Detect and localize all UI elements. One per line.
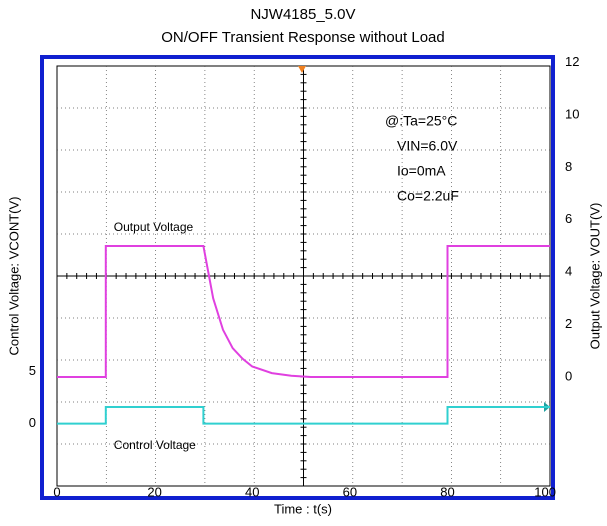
y2-tick-label: 2 (565, 316, 572, 331)
trigger-marker (298, 66, 306, 73)
x-tick-label: 20 (147, 484, 161, 499)
annotation: @:Ta=25°C (385, 113, 457, 129)
x-tick-label: 80 (440, 484, 454, 499)
series-label: Control Voltage (114, 438, 196, 452)
x-tick-label: 0 (53, 484, 60, 499)
y2-tick-label: 10 (565, 106, 579, 121)
y2-tick-label: 8 (565, 159, 572, 174)
chart-title: NJW4185_5.0V (250, 6, 355, 23)
x-tick-label: 40 (245, 484, 259, 499)
series-label: Output Voltage (114, 220, 194, 234)
series-line (57, 406, 550, 425)
annotation: VIN=6.0V (397, 138, 458, 154)
x-tick-label: 60 (343, 484, 357, 499)
y2-tick-label: 0 (565, 368, 572, 383)
x-tick-label: 100 (534, 484, 556, 499)
graticule (56, 65, 551, 487)
annotation: Io=0mA (397, 163, 446, 179)
y2-axis-label: Output Voltage: VOUT(V) (587, 203, 602, 350)
annotation: Co=2.2uF (397, 188, 459, 204)
y-tick-label: 0 (29, 415, 36, 430)
y-axis-label: Control Voltage: VCONT(V) (6, 197, 21, 356)
x-axis-label: Time : t(s) (274, 501, 332, 516)
y2-tick-label: 4 (565, 264, 572, 279)
series-line (57, 245, 550, 378)
y2-tick-label: 6 (565, 211, 572, 226)
y2-tick-label: 12 (565, 54, 579, 69)
chart-subtitle: ON/OFF Transient Response without Load (161, 29, 444, 46)
y-tick-label: 5 (29, 363, 36, 378)
